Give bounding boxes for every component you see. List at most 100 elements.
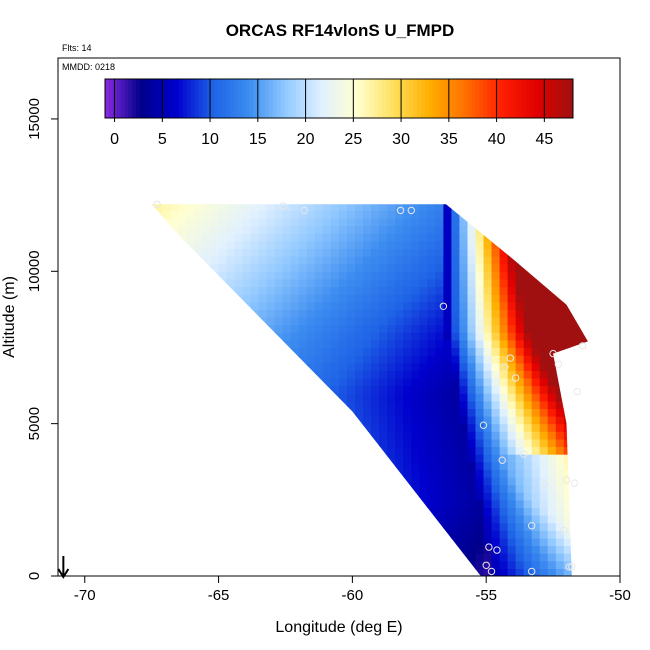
heatmap-cell [154,545,163,554]
heatmap-cell [596,431,605,439]
heatmap-cell [443,560,452,569]
heatmap-cell [419,233,428,242]
heatmap-cell [226,545,236,554]
heatmap-cell [443,339,452,349]
heatmap-cell [250,499,260,508]
heatmap-cell [507,522,517,531]
heatmap-cell [596,287,605,295]
heatmap-cell [499,492,509,501]
heatmap-cell [371,431,380,440]
heatmap-cell [411,385,420,394]
heatmap-cell [443,294,452,303]
heatmap-cell [218,233,228,242]
heatmap-cell [266,454,276,463]
heatmap-cell [555,530,565,539]
heatmap-cell [507,484,517,493]
heatmap-cell [379,530,388,539]
heatmap-cell [443,256,452,265]
heatmap-cell [170,553,179,562]
heatmap-cell [258,347,268,356]
heatmap-cell [596,462,605,470]
heatmap-cell [379,271,388,280]
heatmap-cell [194,545,204,554]
heatmap-cell [298,301,308,310]
heatmap-cell [531,332,541,341]
heatmap-cell [218,286,228,295]
heatmap-cell [523,446,533,455]
heatmap-cell [218,560,228,569]
heatmap-cell [539,233,549,242]
heatmap-cell [379,492,388,501]
heatmap-cell [306,339,316,349]
heatmap-cell [162,355,171,364]
heatmap-cell [539,507,549,516]
heatmap-cell [178,347,187,356]
heatmap-cell [138,332,147,340]
heatmap-cell [555,393,565,402]
heatmap-cell [499,339,509,349]
heatmap-cell [355,545,364,554]
heatmap-cell [274,332,284,341]
heatmap-cell [371,240,380,249]
heatmap-cell [210,568,220,576]
heatmap-cell [234,332,244,341]
heatmap-cell [579,248,588,257]
colorbar-segment [241,79,246,118]
heatmap-cell [555,263,565,272]
heatmap-cell [379,454,388,463]
heatmap-cell [186,218,196,227]
heatmap-cell [475,370,485,379]
heatmap-cell [435,499,444,508]
heatmap-cell [242,256,252,265]
heatmap-cell [290,317,300,326]
heatmap-cell [435,195,444,203]
heatmap-cell [467,256,477,265]
heatmap-cell [218,355,228,364]
heatmap-cell [339,233,348,242]
heatmap-cell [588,462,597,470]
heatmap-cell [218,477,228,486]
heatmap-cell [467,423,477,432]
heatmap-cell [258,294,268,303]
heatmap-cell [403,477,412,486]
heatmap-cell [258,278,268,288]
heatmap-cell [235,195,244,203]
heatmap-cell [151,332,155,341]
heatmap-cell [563,507,573,516]
heatmap-cell [571,408,581,417]
heatmap-cell [588,378,597,386]
heatmap-cell [331,537,340,547]
heatmap-cell [186,301,196,310]
colorbar-segment [491,79,496,118]
heatmap-cell [563,332,573,341]
heatmap-cell [194,461,204,470]
heatmap-cell [138,439,147,447]
heatmap-cell [322,461,332,470]
heatmap-cell [507,385,517,394]
heatmap-cell [210,271,220,280]
heatmap-cell [507,408,517,417]
heatmap-cell [347,339,356,349]
heatmap-cell [387,309,396,318]
heatmap-cell [539,408,549,417]
heatmap-cell [419,499,428,508]
heatmap-cell [339,537,348,547]
heatmap-cell [138,408,147,416]
heatmap-cell [258,332,268,341]
heatmap-cell [202,461,212,470]
heatmap-cell [596,386,605,394]
heatmap-cell [435,545,444,554]
heatmap-cell [250,515,260,524]
heatmap-cell [234,263,244,272]
heatmap-cell [266,469,276,478]
heatmap-cell [186,385,196,394]
heatmap-cell [258,248,268,257]
colorbar-tick-label: 25 [344,131,362,148]
heatmap-cell [531,477,541,486]
heatmap-cell [547,332,557,341]
heatmap-cell [579,537,588,547]
heatmap-cell [523,355,533,364]
heatmap-cell [499,324,509,333]
heatmap-cell [459,560,468,569]
heatmap-cell [258,377,268,387]
